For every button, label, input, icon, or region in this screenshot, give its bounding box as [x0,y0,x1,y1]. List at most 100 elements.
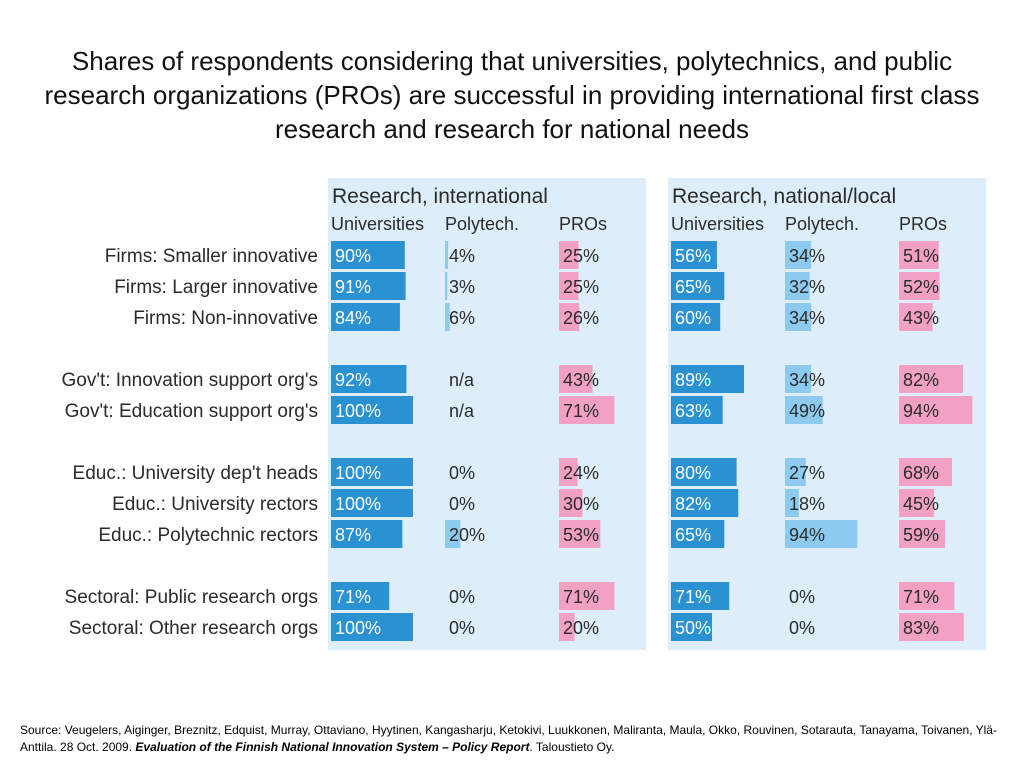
data-label: 59% [903,525,939,545]
source-prefix: Source: Veugelers, Aiginger, Breznitz, E… [20,723,997,754]
bar [785,303,812,331]
data-label: 71% [563,587,599,607]
data-label: 34% [789,308,825,328]
bar [559,458,578,486]
bar [785,396,823,424]
data-label: 94% [903,401,939,421]
bar [671,458,737,486]
data-label: 100% [335,618,381,638]
bar [899,303,933,331]
data-label: 80% [675,463,711,483]
chart-title: Shares of respondents considering that u… [44,46,980,144]
bar [559,365,593,393]
data-label: 84% [335,308,371,328]
panel-title: Research, international [332,185,548,208]
data-label: 0% [449,494,475,514]
data-label: 71% [675,587,711,607]
bar [785,489,799,517]
chart: Firms: Smaller innovative Firms: Larger i… [61,178,986,650]
bar [899,582,955,610]
data-label: 30% [563,494,599,514]
data-label: 87% [335,525,371,545]
row-label: Gov't: Education support org's [65,401,318,422]
column-header: Universities [331,214,424,234]
data-label: 0% [449,587,475,607]
bar [331,396,413,424]
row-label: Sectoral: Other research orgs [69,618,318,639]
data-label: 82% [903,370,939,390]
source-report-title: Evaluation of the Finnish National Innov… [135,740,530,754]
data-label: 94% [789,525,825,545]
bar [559,396,615,424]
row-label: Educ.: University rectors [112,494,318,515]
source-citation: Source: Veugelers, Aiginger, Breznitz, E… [20,722,1010,756]
data-label: 25% [563,246,599,266]
data-label: n/a [449,370,475,390]
data-label: 0% [449,618,475,638]
bar [331,489,413,517]
bar [559,241,579,269]
data-label: 49% [789,401,825,421]
data-label: 43% [903,308,939,328]
bar [671,489,739,517]
data-label: 18% [789,494,825,514]
bar [899,241,939,269]
data-label: 26% [563,308,599,328]
row-label: Firms: Larger innovative [114,277,318,298]
bar [445,241,449,269]
data-label: 56% [675,246,711,266]
bar [899,365,963,393]
data-label: 45% [903,494,939,514]
panel-title: Research, national/local [672,185,896,208]
source-suffix: . Taloustieto Oy. [529,740,615,754]
column-header: PROs [559,214,607,234]
row-label: Sectoral: Public research orgs [65,587,318,608]
row-label: Firms: Smaller innovative [105,246,318,267]
data-label: 27% [789,463,825,483]
data-label: 65% [675,277,711,297]
data-label: 6% [449,308,475,328]
data-label: 60% [675,308,711,328]
data-label: 34% [789,370,825,390]
bar [899,489,935,517]
data-label: 92% [335,370,371,390]
bar [445,272,448,300]
data-label: 91% [335,277,371,297]
bar [331,582,390,610]
bar [331,520,403,548]
column-header: PROs [899,214,947,234]
data-label: 100% [335,494,381,514]
bar [671,365,744,393]
bar [331,613,413,641]
row-label: Educ.: University dep't heads [73,463,318,484]
bar [671,396,723,424]
data-label: n/a [449,401,475,421]
bar [671,272,725,300]
data-label: 71% [903,587,939,607]
bar [559,582,615,610]
data-label: 3% [449,277,475,297]
bar [899,396,973,424]
data-label: 65% [675,525,711,545]
data-label: 24% [563,463,599,483]
bar [785,458,806,486]
data-label: 89% [675,370,711,390]
bar [899,272,940,300]
data-label: 100% [335,463,381,483]
data-label: 63% [675,401,711,421]
data-label: 50% [675,618,711,638]
bar [559,613,575,641]
data-label: 51% [903,246,939,266]
bar [899,458,953,486]
bar [671,582,730,610]
bar [785,520,858,548]
bar [331,458,413,486]
data-label: 83% [903,618,939,638]
bar [785,365,812,393]
data-label: 71% [335,587,371,607]
bar [331,241,405,269]
data-label: 71% [563,401,599,421]
data-label: 34% [789,246,825,266]
bar [559,520,601,548]
bar [559,272,579,300]
